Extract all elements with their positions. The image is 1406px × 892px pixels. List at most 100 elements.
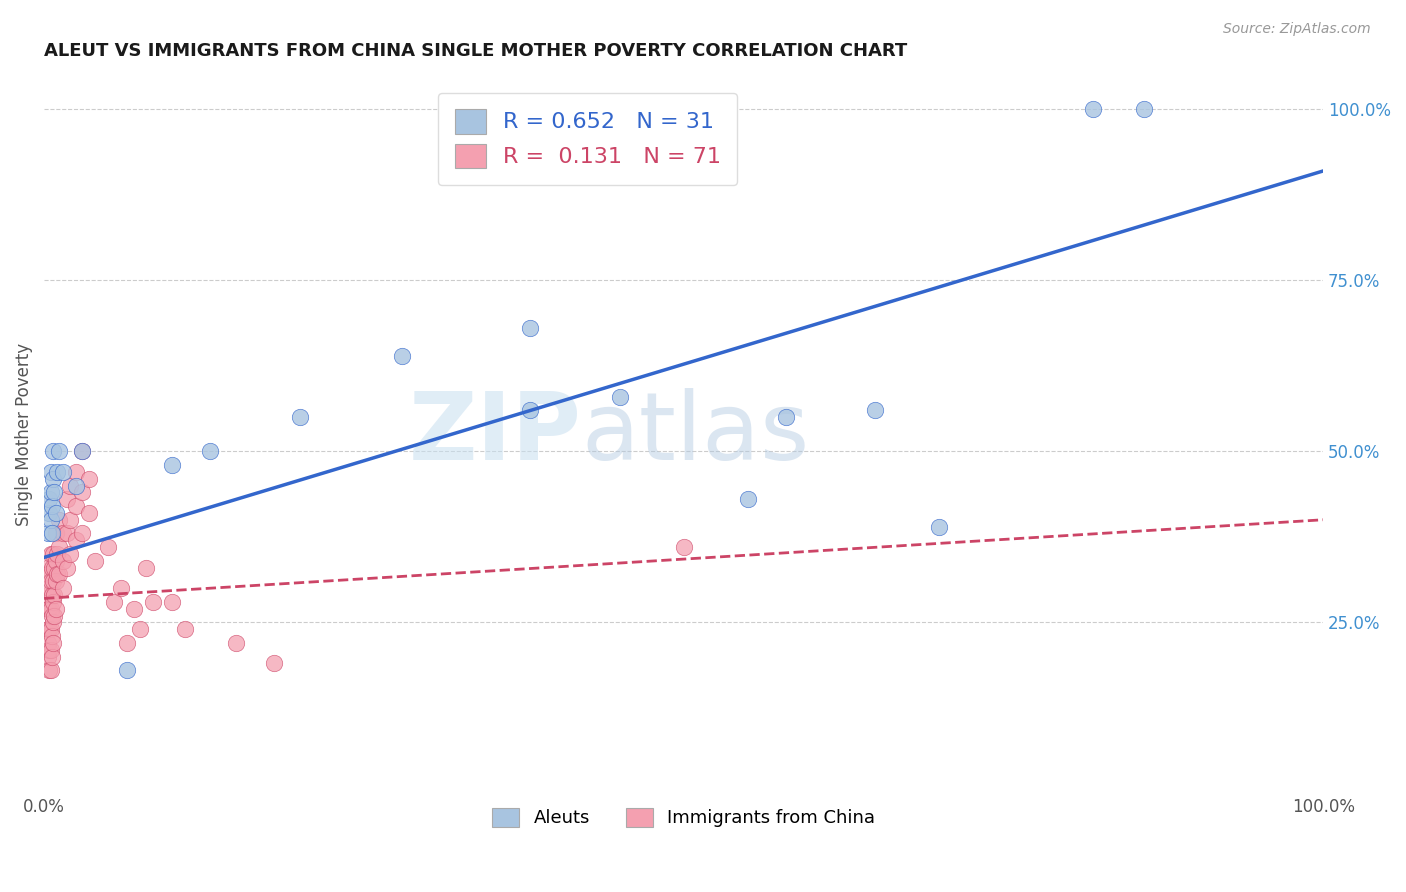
Text: ALEUT VS IMMIGRANTS FROM CHINA SINGLE MOTHER POVERTY CORRELATION CHART: ALEUT VS IMMIGRANTS FROM CHINA SINGLE MO…	[44, 42, 907, 60]
Point	[48, 567, 70, 582]
Point	[41, 588, 63, 602]
Point	[41, 649, 63, 664]
Point	[56, 560, 79, 574]
Point	[391, 349, 413, 363]
Point	[122, 601, 145, 615]
Point	[173, 622, 195, 636]
Point	[41, 560, 63, 574]
Point	[37, 526, 59, 541]
Point	[72, 444, 94, 458]
Point	[52, 526, 75, 541]
Point	[38, 492, 60, 507]
Point	[45, 547, 67, 561]
Point	[288, 410, 311, 425]
Point	[519, 321, 541, 335]
Point	[37, 601, 59, 615]
Point	[38, 581, 60, 595]
Text: ZIP: ZIP	[408, 388, 581, 480]
Point	[142, 595, 165, 609]
Legend: Aleuts, Immigrants from China: Aleuts, Immigrants from China	[485, 801, 883, 835]
Text: Source: ZipAtlas.com: Source: ZipAtlas.com	[1223, 22, 1371, 37]
Point	[865, 403, 887, 417]
Point	[59, 547, 82, 561]
Point	[48, 513, 70, 527]
Point	[39, 465, 62, 479]
Point	[52, 465, 75, 479]
Point	[56, 526, 79, 541]
Point	[44, 485, 66, 500]
Point	[129, 622, 152, 636]
Point	[38, 601, 60, 615]
Y-axis label: Single Mother Poverty: Single Mother Poverty	[15, 343, 32, 526]
Point	[1133, 103, 1156, 117]
Point	[672, 540, 695, 554]
Point	[225, 636, 247, 650]
Point	[35, 588, 58, 602]
Point	[77, 472, 100, 486]
Point	[41, 499, 63, 513]
Point	[1081, 103, 1104, 117]
Point	[37, 567, 59, 582]
Point	[52, 554, 75, 568]
Point	[41, 608, 63, 623]
Point	[65, 533, 87, 548]
Point	[44, 560, 66, 574]
Point	[38, 642, 60, 657]
Point	[38, 663, 60, 677]
Point	[48, 444, 70, 458]
Point	[45, 574, 67, 589]
Point	[609, 390, 631, 404]
Point	[737, 492, 759, 507]
Point	[39, 485, 62, 500]
Point	[39, 622, 62, 636]
Point	[65, 465, 87, 479]
Point	[160, 458, 183, 472]
Point	[42, 636, 65, 650]
Point	[160, 595, 183, 609]
Point	[39, 513, 62, 527]
Point	[72, 485, 94, 500]
Point	[44, 588, 66, 602]
Point	[37, 622, 59, 636]
Point	[39, 547, 62, 561]
Point	[35, 560, 58, 574]
Point	[39, 574, 62, 589]
Point	[65, 478, 87, 492]
Point	[519, 403, 541, 417]
Point	[72, 444, 94, 458]
Point	[45, 465, 67, 479]
Point	[59, 478, 82, 492]
Point	[42, 615, 65, 630]
Point	[52, 581, 75, 595]
Point	[42, 547, 65, 561]
Point	[117, 663, 139, 677]
Point	[45, 567, 67, 582]
Point	[42, 472, 65, 486]
Point	[77, 506, 100, 520]
Point	[45, 506, 67, 520]
Point	[200, 444, 222, 458]
Point	[44, 608, 66, 623]
Point	[39, 663, 62, 677]
Point	[45, 526, 67, 541]
Point	[263, 657, 285, 671]
Point	[117, 636, 139, 650]
Point	[65, 499, 87, 513]
Point	[56, 492, 79, 507]
Point	[72, 526, 94, 541]
Point	[39, 601, 62, 615]
Point	[775, 410, 797, 425]
Point	[41, 629, 63, 643]
Point	[42, 595, 65, 609]
Point	[42, 574, 65, 589]
Point	[59, 513, 82, 527]
Point	[37, 636, 59, 650]
Point	[928, 519, 950, 533]
Point	[110, 581, 132, 595]
Point	[45, 601, 67, 615]
Point	[45, 554, 67, 568]
Point	[84, 554, 107, 568]
Point	[37, 649, 59, 664]
Point	[39, 642, 62, 657]
Point	[48, 540, 70, 554]
